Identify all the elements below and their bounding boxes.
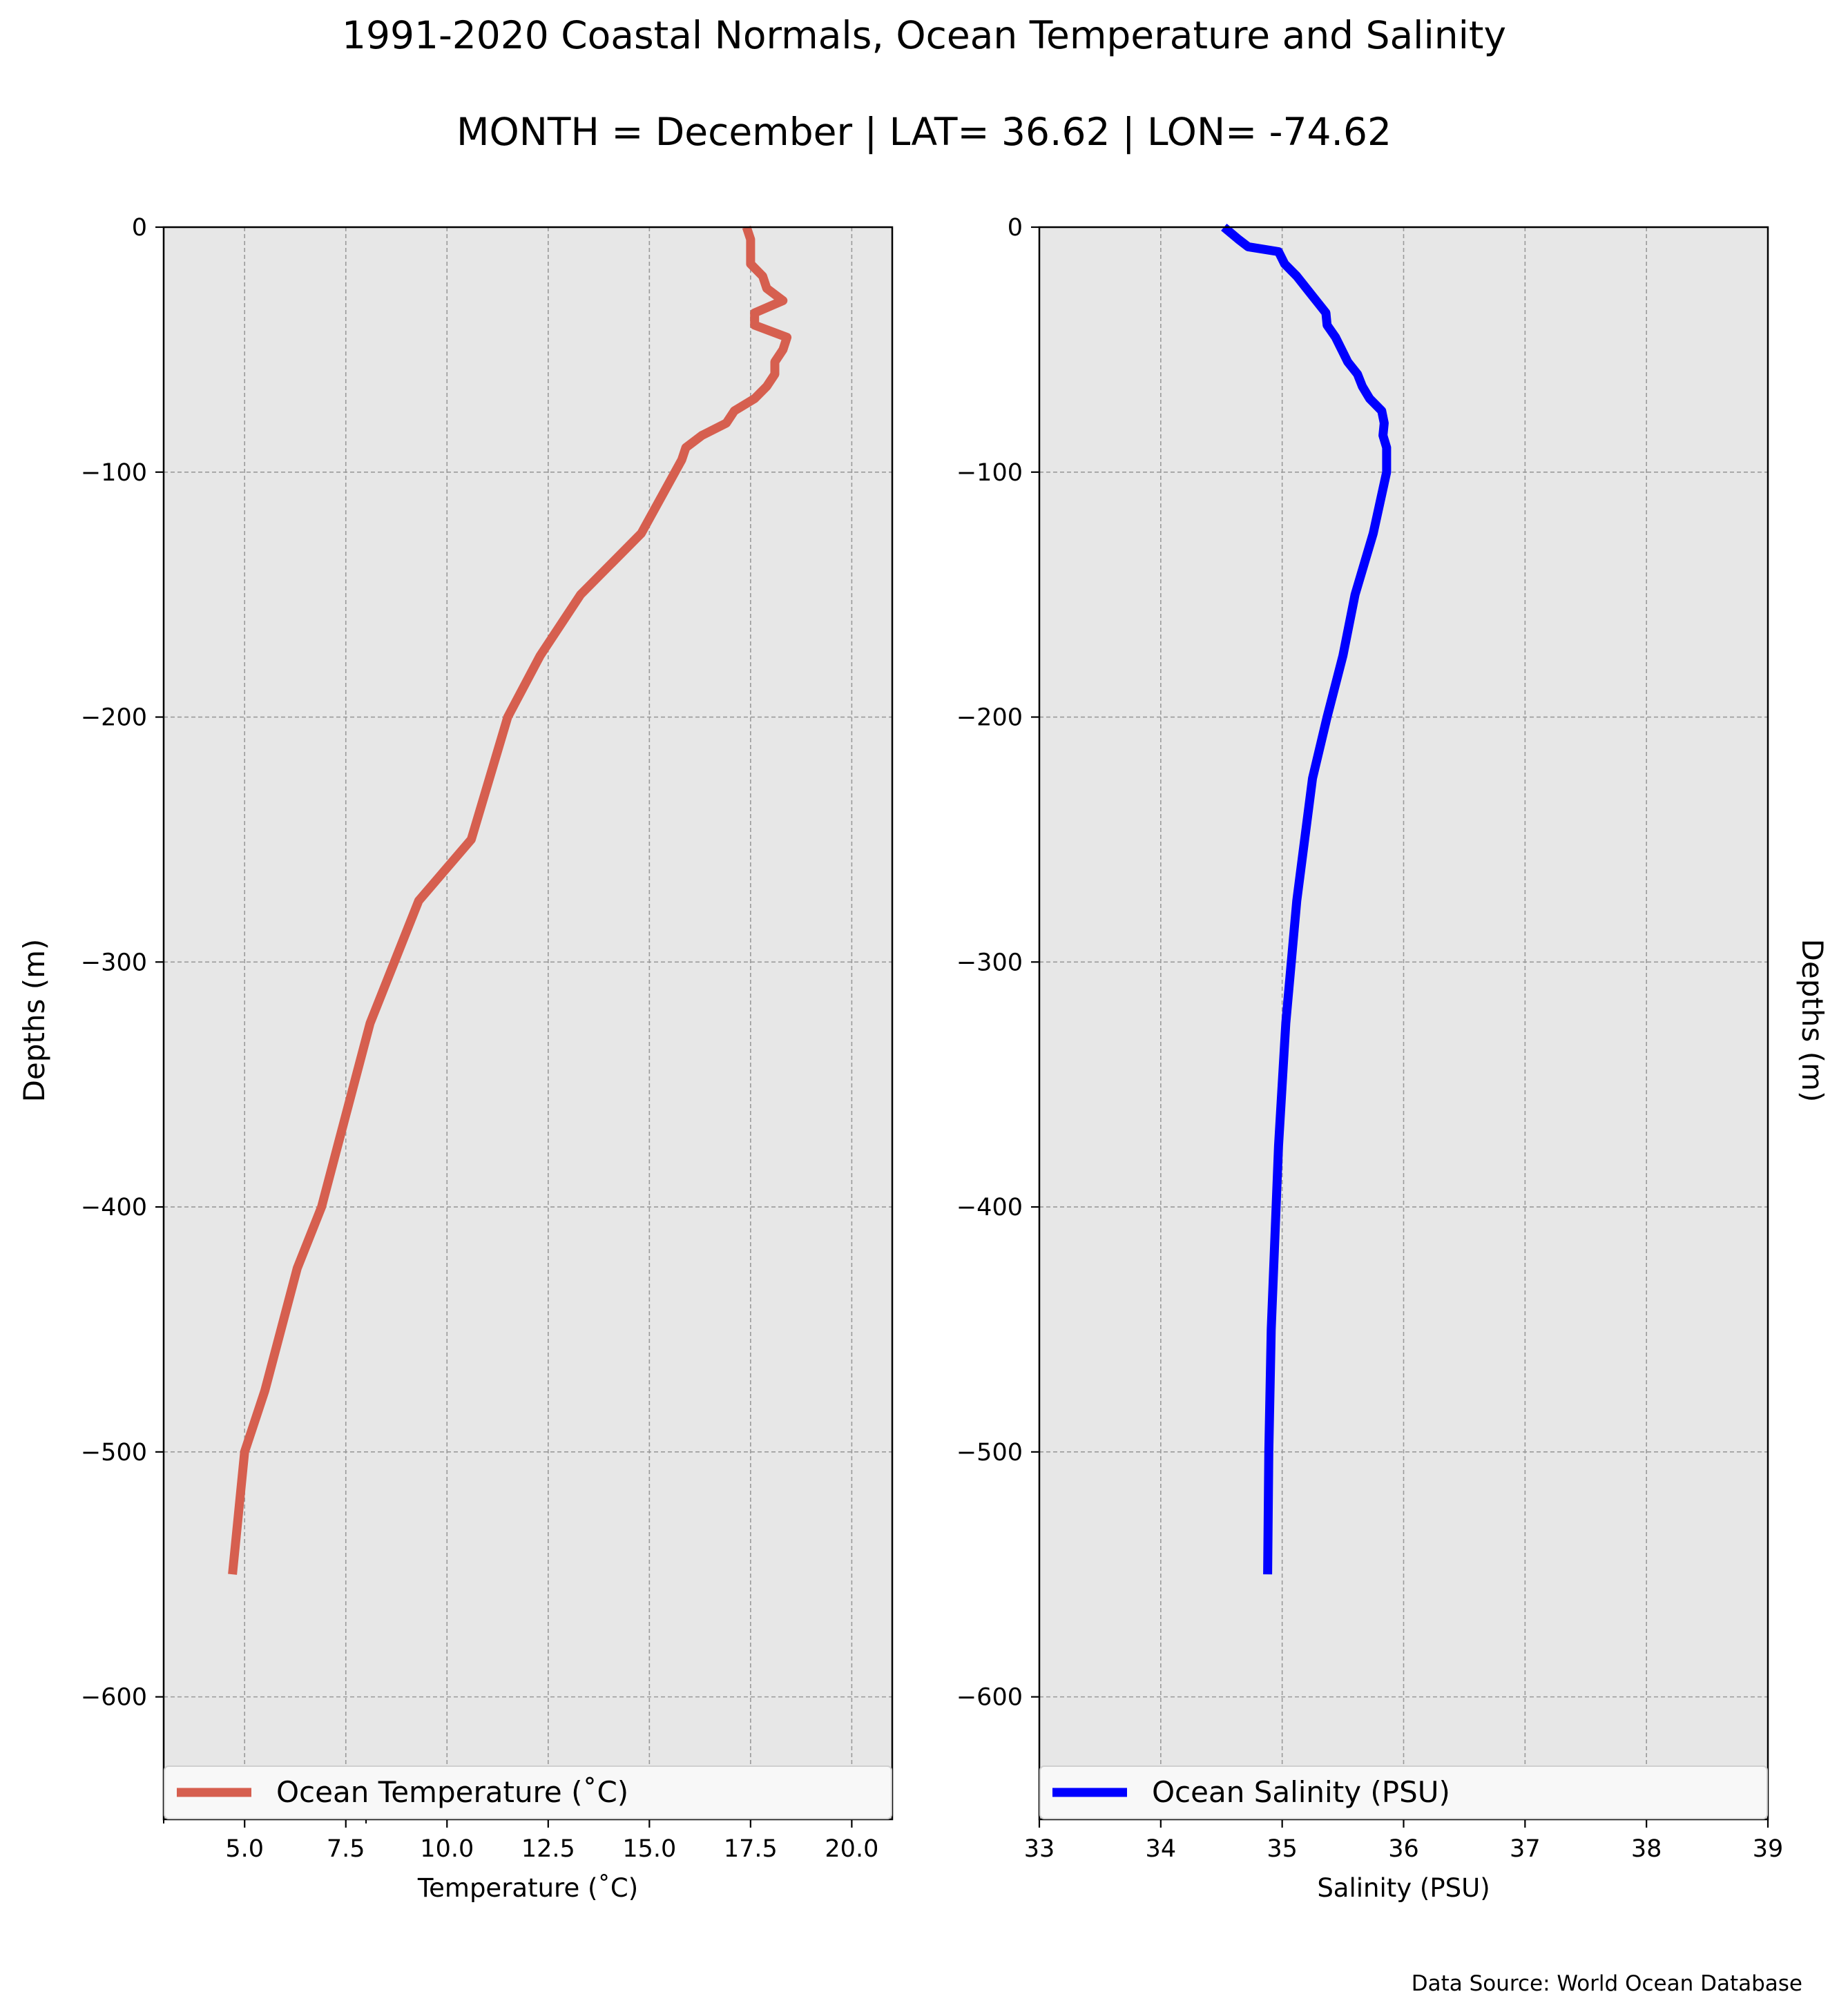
x-tick-label: 10.0: [420, 1835, 474, 1863]
legend: Ocean Temperature (˚C): [164, 1765, 892, 1819]
temperature-panel: 5.0 7.5 10.0 12.5 15.0 17.5 20.0 0 −100 −200 −300 −…: [17, 214, 894, 1903]
series-line: [228, 225, 792, 1575]
legend-label: Ocean Salinity (PSU): [1152, 1775, 1450, 1809]
x-tick-label: 5.0: [225, 1835, 264, 1863]
legend-box: [164, 1765, 892, 1819]
figure-title: 1991-2020 Coastal Normals, Ocean Tempera…: [342, 13, 1506, 57]
y-tick-label: −400: [956, 1194, 1023, 1221]
legend-box: [1039, 1765, 1768, 1819]
legend: Ocean Salinity (PSU): [1039, 1765, 1768, 1819]
y-tick-label: −600: [81, 1684, 147, 1712]
y-tick-label: −500: [81, 1439, 147, 1467]
series-line: [1221, 224, 1392, 1575]
data-source-note: Data Source: World Ocean Database: [1412, 1971, 1802, 1996]
y-tick-label: −300: [956, 949, 1023, 976]
y-tick-label: −600: [956, 1684, 1023, 1712]
y-tick-label: −300: [81, 949, 147, 976]
right-axis-label: Depths (m): [1796, 939, 1829, 1103]
y-tick-label: −100: [81, 459, 147, 487]
figure-subtitle: MONTH = December | LAT= 36.62 | LON= -74…: [456, 110, 1392, 155]
x-tick-label: 34: [1146, 1835, 1177, 1863]
plot-area: [164, 227, 892, 1819]
y-tick-label: −200: [956, 704, 1023, 732]
x-tick-label: 12.5: [521, 1835, 575, 1863]
x-axis-label: Temperature (˚C): [417, 1873, 638, 1903]
x-tick-label: 17.5: [724, 1835, 778, 1863]
salinity-panel: 33 34 35 36 37 38 39 0 −100 −200 −300 −400 −500 −600 S…: [956, 214, 1783, 1903]
y-tick-label: −400: [81, 1194, 147, 1221]
y-tick-label: −100: [956, 459, 1023, 487]
x-tick-label: 38: [1631, 1835, 1662, 1863]
y-tick-label: −500: [956, 1439, 1023, 1467]
x-tick-label: 15.0: [622, 1835, 676, 1863]
x-tick-label: 20.0: [825, 1835, 878, 1863]
x-axis-label: Salinity (PSU): [1317, 1873, 1490, 1903]
x-tick-label: 33: [1024, 1835, 1055, 1863]
x-tick-label: 35: [1267, 1835, 1298, 1863]
legend-label: Ocean Temperature (˚C): [276, 1775, 628, 1809]
x-tick-label: 36: [1388, 1835, 1419, 1863]
y-axis-label: Depths (m): [17, 939, 51, 1103]
x-tick-label: 7.5: [327, 1835, 365, 1863]
y-tick-label: 0: [1008, 214, 1023, 242]
x-tick-label: 37: [1510, 1835, 1541, 1863]
y-tick-label: −200: [81, 704, 147, 732]
x-tick-label: 39: [1753, 1835, 1784, 1863]
y-tick-label: 0: [132, 214, 147, 242]
